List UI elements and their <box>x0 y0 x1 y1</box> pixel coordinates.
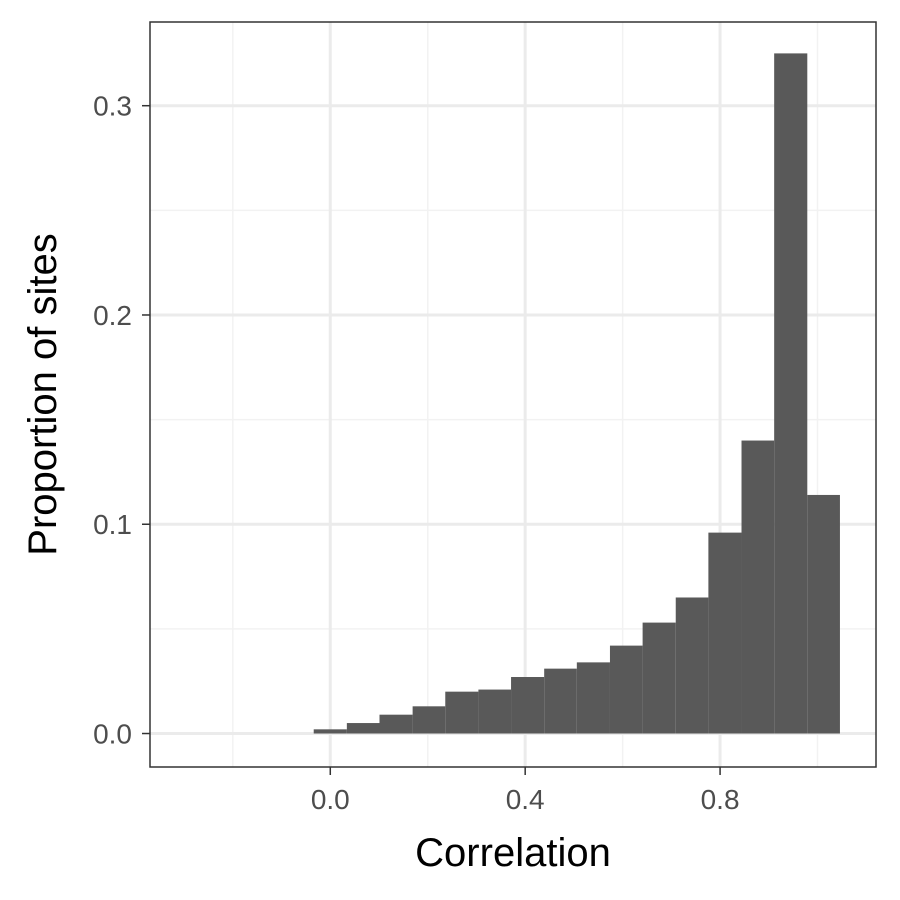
histogram-bar <box>478 689 512 734</box>
histogram-bar <box>642 622 676 734</box>
histogram-bar <box>576 662 610 734</box>
histogram-bar <box>445 691 479 734</box>
x-tick-label: 0.0 <box>311 784 350 815</box>
x-tick-label: 0.4 <box>506 784 545 815</box>
histogram-bar <box>708 532 742 734</box>
y-tick-label: 0.0 <box>93 719 132 750</box>
y-tick-label: 0.3 <box>93 91 132 122</box>
histogram-bar <box>412 706 446 734</box>
histogram-bar <box>379 714 413 734</box>
histogram-bar <box>675 597 709 734</box>
panel-border <box>149 21 877 768</box>
y-tick-label: 0.1 <box>93 509 132 540</box>
histogram-bar <box>807 494 840 734</box>
x-axis: 0.0 0.4 0.8 <box>311 767 740 815</box>
y-axis-title: Proportion of sites <box>21 233 65 555</box>
y-tick-label: 0.2 <box>93 300 132 331</box>
histogram-bar <box>774 53 808 734</box>
histogram-bar <box>741 440 775 734</box>
histogram-bar <box>346 723 380 734</box>
histogram-bar <box>313 729 347 734</box>
x-axis-title: Correlation <box>415 831 611 875</box>
histogram-bars <box>313 53 840 734</box>
histogram-bar <box>511 677 545 734</box>
x-tick-label: 0.8 <box>701 784 740 815</box>
histogram-bar <box>544 668 577 734</box>
y-axis: 0.0 0.1 0.2 0.3 <box>93 91 150 750</box>
histogram-bar <box>609 645 643 734</box>
